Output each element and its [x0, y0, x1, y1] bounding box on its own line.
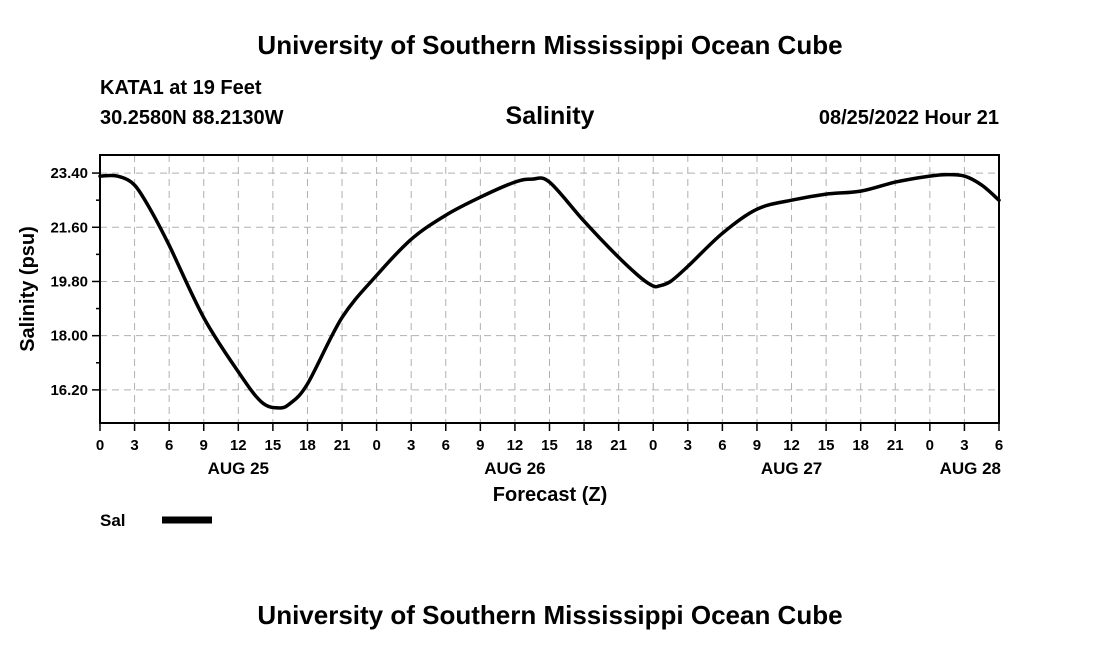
- day-labels: AUG 25 AUG 26 AUG 27 AUG 28: [208, 459, 1001, 478]
- x-tick-label: 9: [200, 437, 208, 454]
- x-tick-label: 21: [334, 437, 351, 454]
- top-title: University of Southern Mississippi Ocean…: [257, 30, 842, 60]
- y-axis-label: Salinity (psu): [17, 226, 39, 352]
- x-tick-label: 9: [476, 437, 484, 454]
- y-tick-labels: 16.20 18.00 19.80 21.60 23.40: [50, 165, 88, 399]
- y-tick-label: 16.20: [50, 382, 88, 399]
- y-tick-label: 19.80: [50, 273, 88, 290]
- station-coordinates: 30.2580N 88.2130W: [100, 107, 284, 129]
- x-tick-label: 21: [610, 437, 627, 454]
- x-tick-label: 6: [995, 437, 1003, 454]
- x-tick-label: 12: [507, 437, 524, 454]
- y-tick-label: 21.60: [50, 219, 88, 236]
- forecast-timestamp: 08/25/2022 Hour 21: [819, 107, 999, 129]
- x-axis-label: Forecast (Z): [493, 484, 607, 506]
- bottom-title: University of Southern Mississippi Ocean…: [257, 600, 842, 630]
- x-tick-label: 12: [230, 437, 247, 454]
- x-tick-label: 6: [165, 437, 173, 454]
- x-tick-label: 9: [753, 437, 761, 454]
- x-tick-labels: 0 3 6 9 12 15 18 21 0 3 6 9 12 15 18 21 0 3 6 9 12 15 18 21 0 3 6: [96, 437, 1003, 454]
- x-tick-label: 3: [407, 437, 415, 454]
- x-tick-label: 21: [887, 437, 904, 454]
- x-tick-label: 3: [960, 437, 968, 454]
- x-tick-label: 0: [372, 437, 380, 454]
- x-tick-label: 12: [783, 437, 800, 454]
- x-tick-label: 18: [852, 437, 869, 454]
- x-tick-label: 0: [649, 437, 657, 454]
- plot-title: Salinity: [506, 102, 595, 130]
- series-layer: [98, 172, 1001, 410]
- x-tick-label: 0: [96, 437, 104, 454]
- x-tick-label: 15: [265, 437, 282, 454]
- x-tick-label: 18: [576, 437, 593, 454]
- day-label: AUG 25: [208, 459, 269, 478]
- plot-frame: [99, 154, 1000, 424]
- y-tick-label: 23.40: [50, 165, 88, 182]
- station-label: KATA1 at 19 Feet: [100, 77, 262, 99]
- tick-marks: [92, 172, 1000, 431]
- day-label: AUG 27: [761, 459, 822, 478]
- grid-lines: [100, 155, 999, 423]
- x-tick-label: 6: [442, 437, 450, 454]
- x-tick-label: 3: [684, 437, 692, 454]
- x-tick-label: 3: [130, 437, 138, 454]
- legend-label: Sal: [100, 511, 126, 530]
- day-label: AUG 26: [484, 459, 545, 478]
- x-tick-label: 15: [818, 437, 835, 454]
- y-tick-label: 18.00: [50, 328, 88, 345]
- series-line-sal: [98, 172, 1001, 410]
- x-tick-label: 6: [718, 437, 726, 454]
- x-tick-label: 0: [926, 437, 934, 454]
- day-label: AUG 28: [940, 459, 1001, 478]
- x-tick-label: 18: [299, 437, 316, 454]
- x-tick-label: 15: [541, 437, 558, 454]
